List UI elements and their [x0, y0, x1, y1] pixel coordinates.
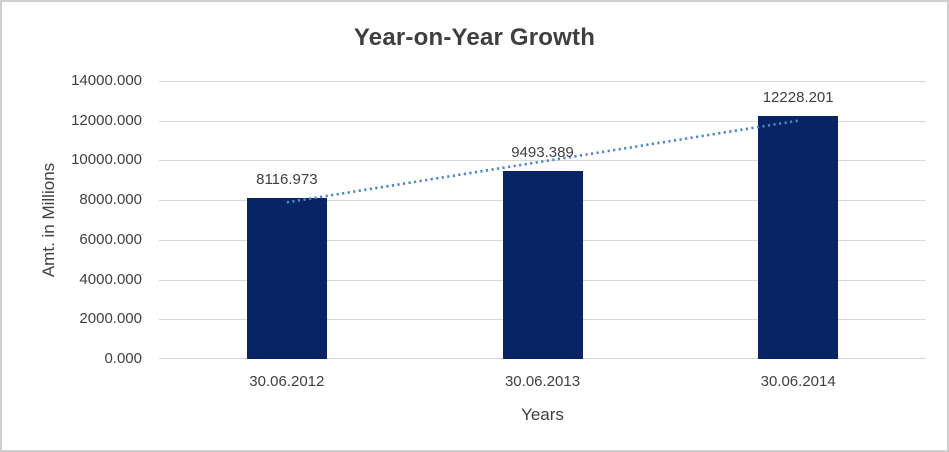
- chart-title: Year-on-Year Growth: [353, 24, 596, 51]
- y-tick-label: 2000.000: [79, 310, 142, 328]
- y-tick-label: 8000.000: [79, 191, 142, 209]
- x-tick-label: 30.06.2012: [249, 373, 325, 390]
- y-tick-label: 12000.000: [71, 111, 142, 129]
- plot-area: 8116.973 9493.389 12228.201: [159, 81, 926, 359]
- data-label: 8116.973: [256, 170, 318, 188]
- gridline: [159, 120, 926, 122]
- bar: [502, 170, 583, 359]
- data-label: 12228.201: [762, 89, 834, 107]
- bar: [758, 116, 839, 359]
- x-tick-label: 30.06.2013: [504, 373, 581, 390]
- y-tick-label: 14000.000: [71, 72, 142, 89]
- x-tick-label: 30.06.2014: [760, 373, 836, 390]
- gridline: [159, 81, 926, 82]
- y-tick-label: 4000.000: [79, 270, 142, 288]
- y-axis-labels: 0.000 2000.000 4000.000 6000.000 8000.000 100…: [2, 2, 142, 450]
- y-tick-label: 6000.000: [79, 230, 142, 248]
- x-axis-title: Years: [521, 405, 564, 424]
- data-label: 9493.389: [511, 143, 574, 161]
- trendline: [286, 119, 799, 204]
- y-tick-label: 0.000: [104, 350, 142, 367]
- y-tick-label: 10000.000: [71, 151, 142, 169]
- bar: [246, 197, 327, 359]
